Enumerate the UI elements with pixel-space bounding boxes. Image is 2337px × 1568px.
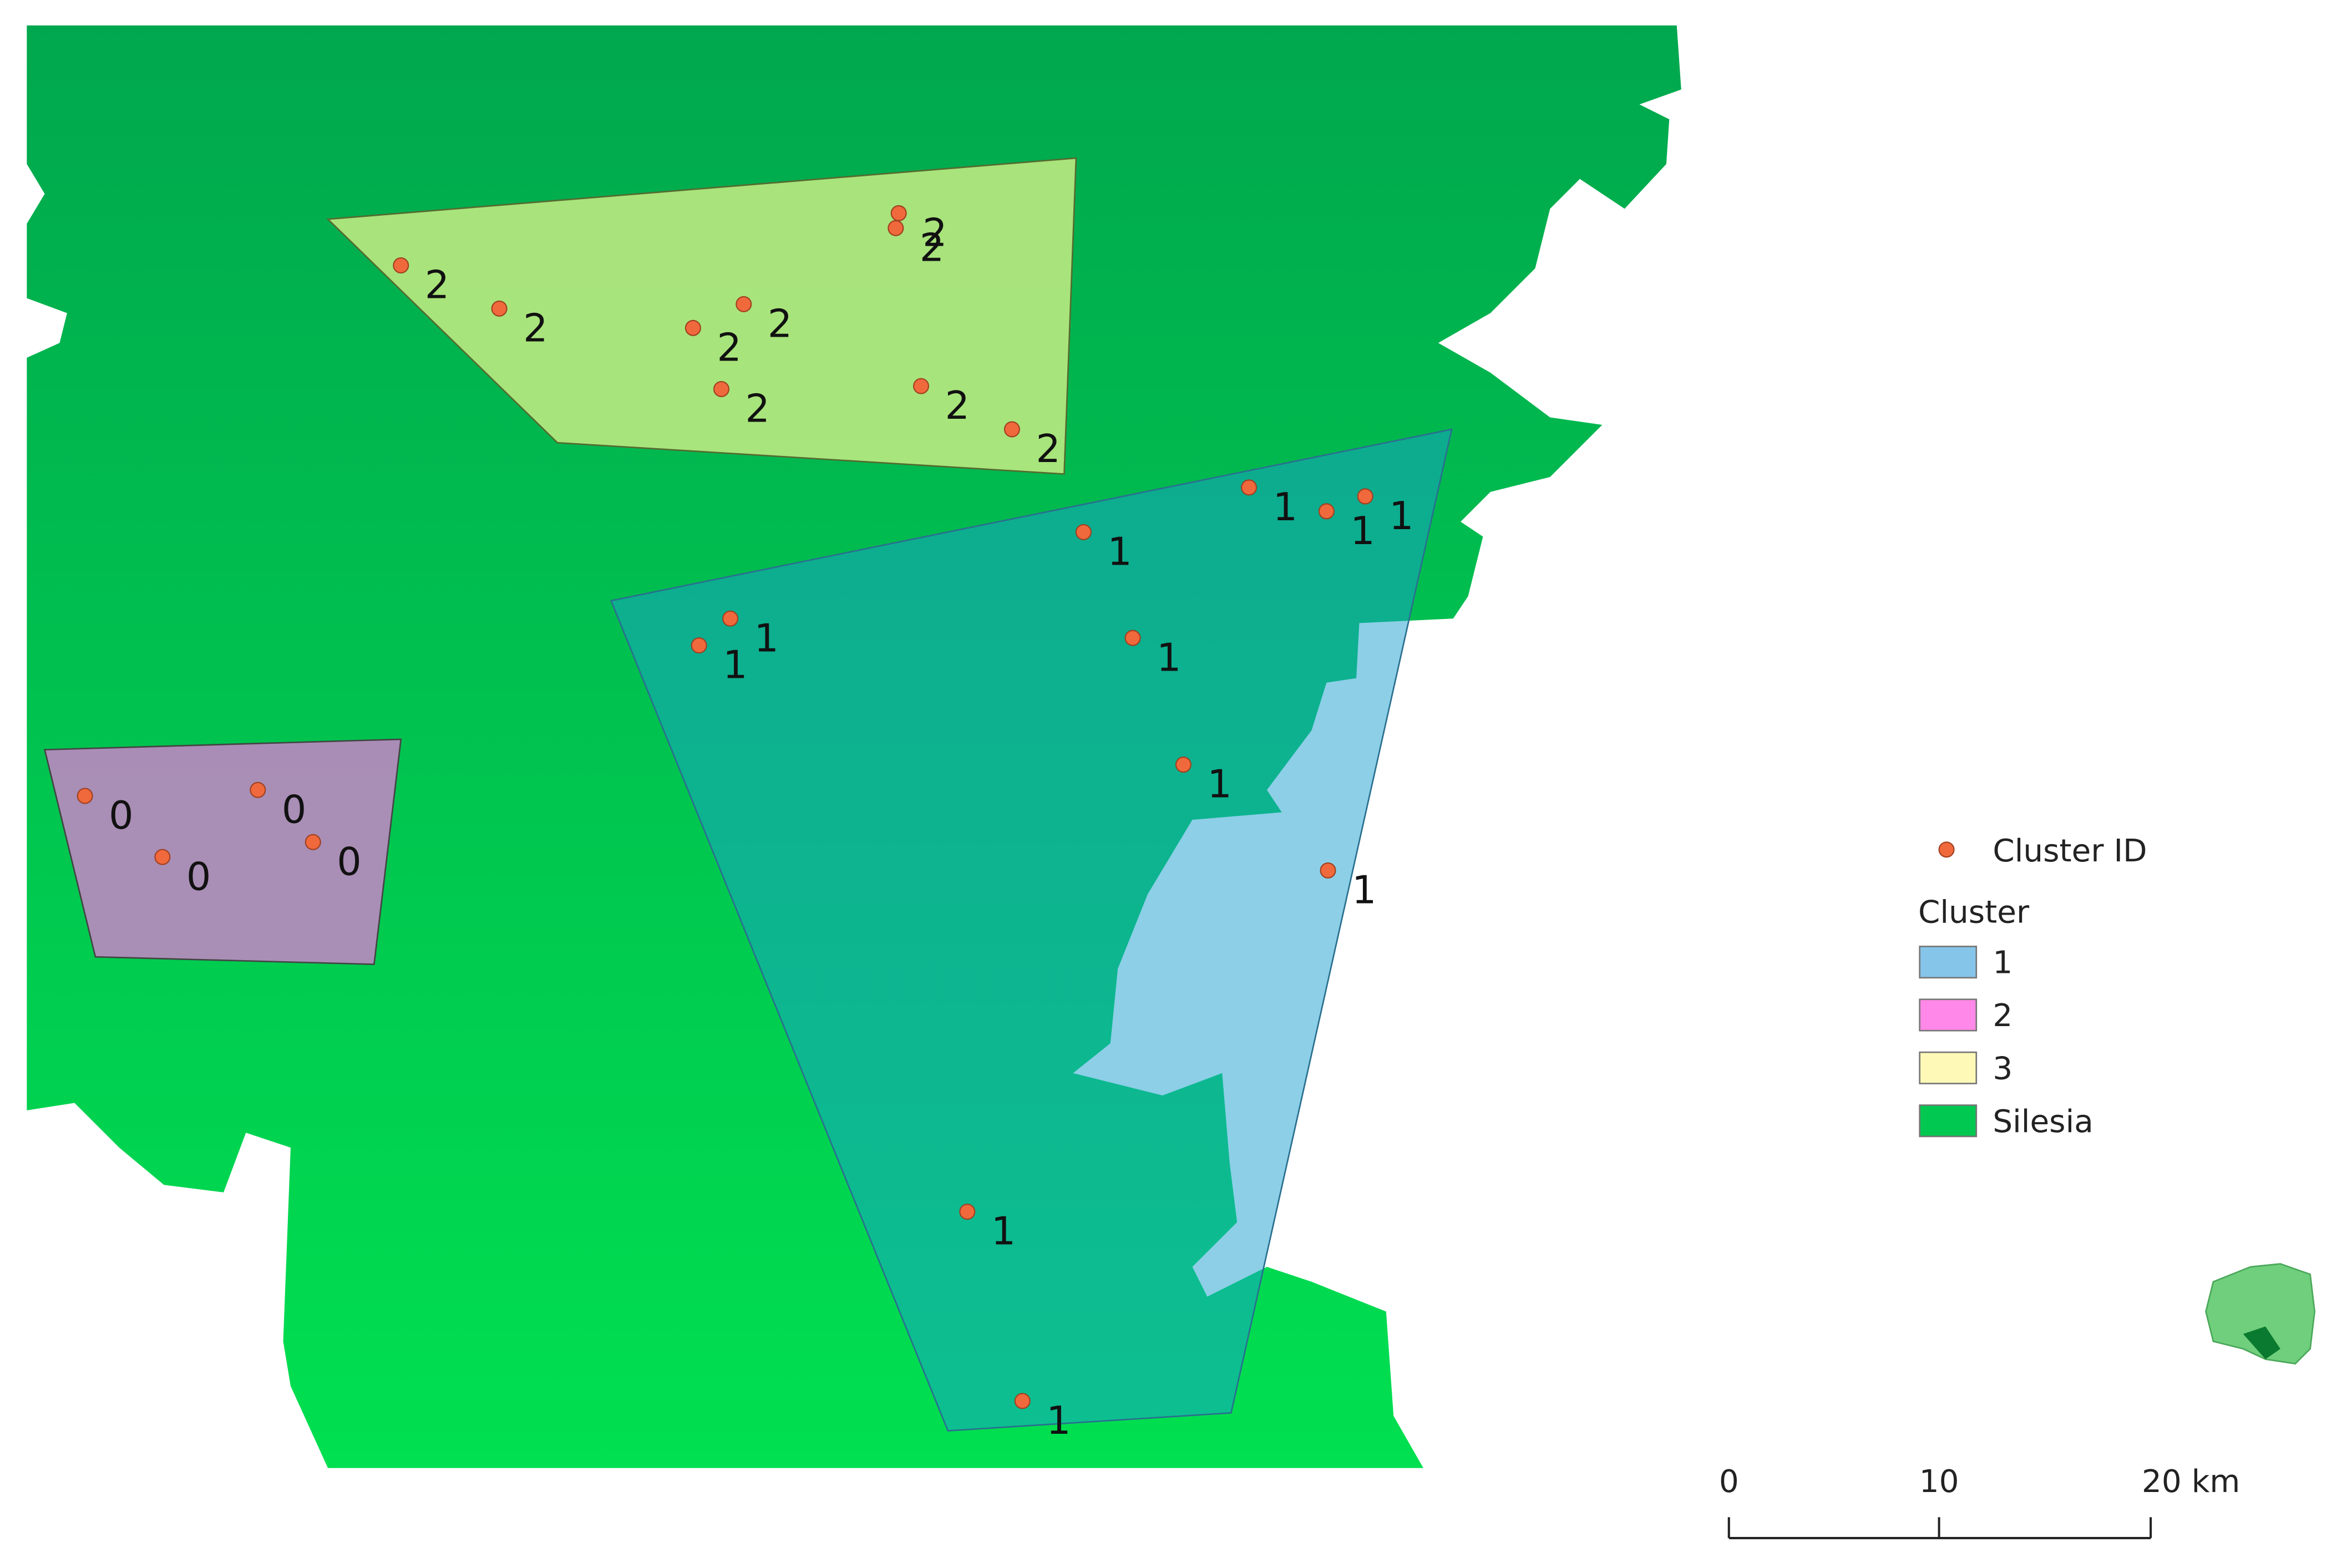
- cluster-point: [154, 849, 171, 865]
- cluster-point: [393, 257, 409, 273]
- legend-label: 3: [1993, 1051, 2012, 1087]
- legend-points-title: Cluster ID: [1993, 833, 2147, 869]
- point-label: 0: [109, 793, 133, 838]
- inset-highlight: [2243, 1326, 2280, 1359]
- legend: Cluster ID Cluster 1 2 3 Silesia: [1918, 833, 2147, 1140]
- scale-label: 0: [1719, 1464, 1739, 1500]
- cluster-point: [1320, 862, 1336, 879]
- cluster-point: [685, 319, 701, 336]
- legend-label: 1: [1993, 945, 2012, 981]
- point-label: 2: [768, 301, 792, 346]
- scale-bar: 0 10 20 km: [1719, 1464, 2240, 1540]
- scale-label: 10: [1919, 1464, 1959, 1500]
- point-label: 1: [1389, 494, 1413, 539]
- inset-map: [2205, 1263, 2316, 1365]
- point-label: 2: [425, 263, 449, 308]
- point-label: 2: [922, 211, 947, 256]
- legend-label: 2: [1993, 998, 2012, 1034]
- cluster-point: [691, 637, 707, 654]
- point-label: 2: [1036, 427, 1060, 471]
- point-label: 2: [523, 306, 548, 351]
- point-label: 1: [1046, 1398, 1071, 1443]
- cluster-0-hull: [43, 738, 402, 965]
- cluster-point: [1124, 630, 1141, 646]
- scale-label: 20 km: [2142, 1464, 2240, 1500]
- point-label: 1: [1157, 635, 1181, 680]
- cluster-point: [1357, 488, 1373, 505]
- point-label: 2: [717, 325, 741, 370]
- cluster-point: [1003, 421, 1020, 438]
- point-label: 0: [337, 839, 361, 884]
- point-label: 1: [754, 616, 779, 661]
- point-label: 0: [282, 787, 306, 832]
- cluster-point: [1014, 1393, 1031, 1409]
- inset-country: [2205, 1263, 2316, 1365]
- legend-label: Silesia: [1993, 1104, 2093, 1140]
- cluster-point: [1175, 757, 1192, 773]
- cluster-point: [1241, 479, 1258, 496]
- point-label: 1: [991, 1209, 1016, 1254]
- cluster-point: [250, 782, 266, 798]
- cluster-point: [77, 788, 93, 804]
- point-label: 1: [1273, 485, 1297, 530]
- point-label: 0: [186, 854, 211, 899]
- cluster-point: [736, 296, 752, 312]
- legend-title: Cluster: [1918, 894, 2030, 930]
- cluster-point: [305, 834, 321, 850]
- point-label: 1: [1207, 762, 1231, 807]
- point-label: 2: [745, 387, 769, 432]
- point-label: 1: [1352, 867, 1376, 912]
- point-label: 2: [945, 383, 969, 428]
- cluster-point: [722, 610, 739, 627]
- cluster-point: [888, 220, 904, 236]
- point-label: 1: [723, 643, 747, 688]
- cluster-point: [890, 205, 907, 221]
- point-label: 2: [920, 225, 944, 270]
- cluster-point: [1075, 524, 1092, 540]
- cluster-point: [1318, 503, 1335, 520]
- point-label: 1: [1107, 530, 1132, 575]
- cluster-point: [491, 300, 508, 317]
- cluster-point: [913, 378, 929, 394]
- legend-swatch: [1919, 946, 1978, 979]
- legend-swatch: [1919, 998, 1978, 1032]
- cluster-1-hull: [610, 428, 1453, 1432]
- legend-swatch: [1919, 1051, 1978, 1084]
- cluster-point: [959, 1204, 976, 1220]
- legend-swatch: [1919, 1104, 1978, 1138]
- point-label: 1: [1350, 509, 1375, 554]
- legend-point-symbol: [1938, 841, 1955, 858]
- cluster-point: [713, 380, 729, 397]
- cluster-2-hull: [326, 157, 1077, 475]
